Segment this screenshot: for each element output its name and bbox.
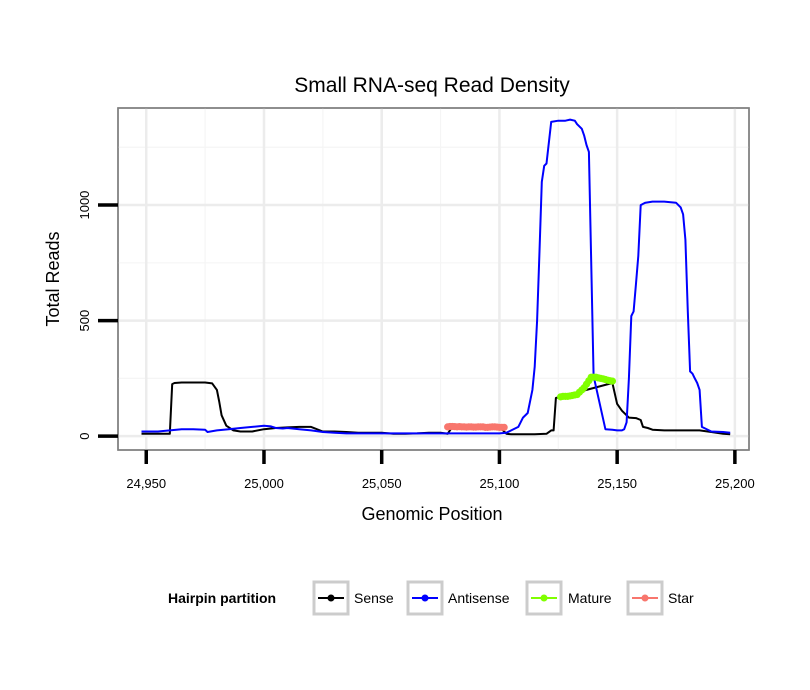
legend: Hairpin partition Sense Antisense Mature…	[168, 580, 694, 616]
series-star-point	[500, 423, 508, 431]
legend-title: Hairpin partition	[168, 590, 276, 606]
y-tick-label: 500	[77, 310, 92, 332]
series-star	[444, 422, 508, 431]
series-mature	[557, 373, 617, 401]
x-tick-label: 25,100	[480, 476, 520, 491]
series-antisense-line	[141, 118, 731, 435]
legend-item-sense: Sense	[312, 580, 394, 616]
plot-border	[117, 107, 750, 451]
x-axis: 24,950 25,000 25,050 25,100 25,150 25,200	[126, 450, 755, 491]
legend-label-star: Star	[668, 590, 694, 606]
chart-title: Small RNA-seq Read Density	[294, 74, 570, 97]
x-tick-label: 25,050	[362, 476, 402, 491]
y-tick-label: 1000	[77, 191, 92, 220]
legend-item-star: Star	[626, 580, 694, 616]
legend-label-antisense: Antisense	[448, 590, 510, 606]
x-tick-label: 25,150	[597, 476, 637, 491]
legend-label-sense: Sense	[354, 590, 394, 606]
x-tick-label: 24,950	[126, 476, 166, 491]
legend-key-mature-dot	[540, 594, 548, 602]
gridlines	[118, 108, 749, 450]
legend-label-mature: Mature	[568, 590, 612, 606]
y-tick-label: 0	[77, 433, 92, 440]
plot-panel	[117, 107, 750, 451]
legend-key-star-dot	[641, 594, 649, 602]
legend-key-sense-dot	[327, 594, 335, 602]
legend-item-mature: Mature	[525, 580, 612, 616]
series-mature-point	[608, 377, 617, 385]
series-layer	[141, 118, 731, 436]
legend-key-antisense-dot	[421, 594, 429, 602]
y-axis: 0 500 1000	[77, 191, 118, 440]
x-tick-label: 25,200	[715, 476, 755, 491]
series-antisense	[141, 118, 731, 435]
x-axis-title: Genomic Position	[361, 504, 502, 524]
legend-item-antisense: Antisense	[406, 580, 510, 616]
x-tick-label: 25,000	[244, 476, 284, 491]
y-axis-title: Total Reads	[43, 231, 63, 326]
